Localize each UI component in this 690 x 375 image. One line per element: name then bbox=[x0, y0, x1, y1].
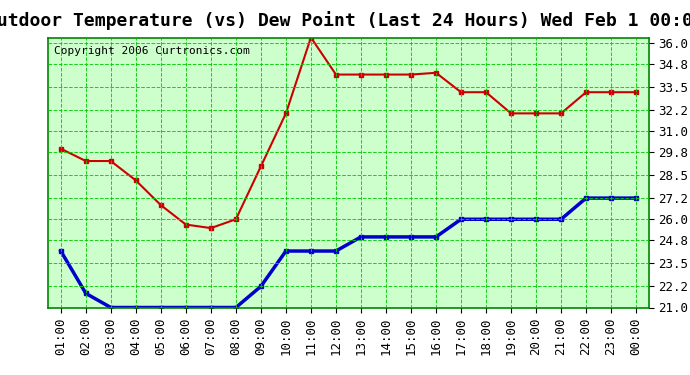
Text: Outdoor Temperature (vs) Dew Point (Last 24 Hours) Wed Feb 1 00:00: Outdoor Temperature (vs) Dew Point (Last… bbox=[0, 11, 690, 30]
Text: Copyright 2006 Curtronics.com: Copyright 2006 Curtronics.com bbox=[55, 46, 250, 56]
